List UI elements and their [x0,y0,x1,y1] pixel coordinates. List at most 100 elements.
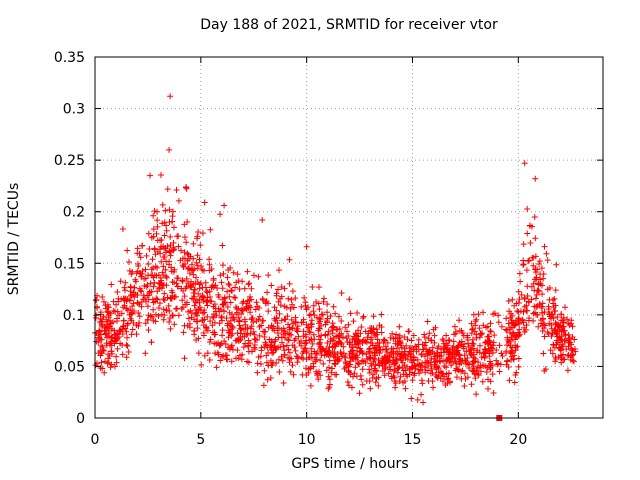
data-point [182,285,189,292]
data-point [123,354,130,361]
data-point [111,327,118,334]
data-point [330,335,337,342]
data-point [428,363,435,370]
data-point [303,243,310,250]
data-point [375,382,382,389]
data-point [174,275,181,282]
data-point [186,270,193,277]
data-point [169,218,176,225]
data-point [418,391,425,398]
data-point [137,254,144,261]
data-point [110,298,117,305]
data-point [374,340,381,347]
data-point [111,338,118,345]
data-point [322,348,329,355]
data-point [279,357,286,364]
data-point [391,366,398,373]
data-point [396,378,403,385]
data-point [308,321,315,328]
data-point [456,339,463,346]
data-point [515,355,522,362]
data-point [203,288,210,295]
data-point [389,330,396,337]
data-point [204,350,211,357]
data-point [327,336,334,343]
data-point [160,306,167,313]
data-point [358,376,365,383]
data-point [255,316,262,323]
data-point [199,230,206,237]
data-point [174,283,181,290]
data-point [468,320,475,327]
data-point [142,266,149,273]
data-point [186,324,193,331]
data-point [370,313,377,320]
data-point [143,283,150,290]
data-point [505,297,512,304]
data-point [226,309,233,316]
data-point [553,331,560,338]
data-point [515,363,522,370]
data-point [229,314,236,321]
data-point [530,310,537,317]
data-point [268,282,275,289]
data-point [569,347,576,354]
data-point [564,352,571,359]
data-point [201,352,208,359]
data-point [369,339,376,346]
data-point [478,354,485,361]
data-point [489,371,496,378]
data-point [163,258,170,265]
data-point [495,319,502,326]
data-point [348,384,355,391]
data-point [107,364,114,371]
data-point [95,350,102,357]
data-point [160,263,167,270]
data-point [211,340,218,347]
data-point [317,336,324,343]
data-point [255,354,262,361]
data-point [156,285,163,292]
data-point [532,235,539,242]
data-point [96,327,103,334]
data-point [234,271,241,278]
data-point [448,362,455,369]
data-point [338,350,345,357]
data-point [181,260,188,267]
data-point [166,308,173,315]
data-point [539,309,546,316]
data-point [405,328,412,335]
data-point [108,348,115,355]
data-point [188,309,195,316]
data-point [467,351,474,358]
data-point [181,249,188,256]
data-point [401,334,408,341]
data-point [422,339,429,346]
data-point [207,226,214,233]
data-point [104,301,111,308]
data-point [331,360,338,367]
data-point [194,252,201,259]
data-point [425,349,432,356]
data-point [209,322,216,329]
data-point [204,302,211,309]
data-point [292,314,299,321]
data-point [536,301,543,308]
data-point [228,287,235,294]
data-point [230,269,237,276]
data-point [452,358,459,365]
data-point [335,332,342,339]
data-point [322,321,329,328]
data-point [509,336,516,343]
data-point [307,382,314,389]
data-point [388,351,395,358]
data-point [224,274,231,281]
data-point [309,340,316,347]
data-point [152,298,159,305]
data-point [514,307,521,314]
data-point [315,376,322,383]
data-point [431,350,438,357]
data-point [303,349,310,356]
data-point [415,336,422,343]
data-point [285,295,292,302]
